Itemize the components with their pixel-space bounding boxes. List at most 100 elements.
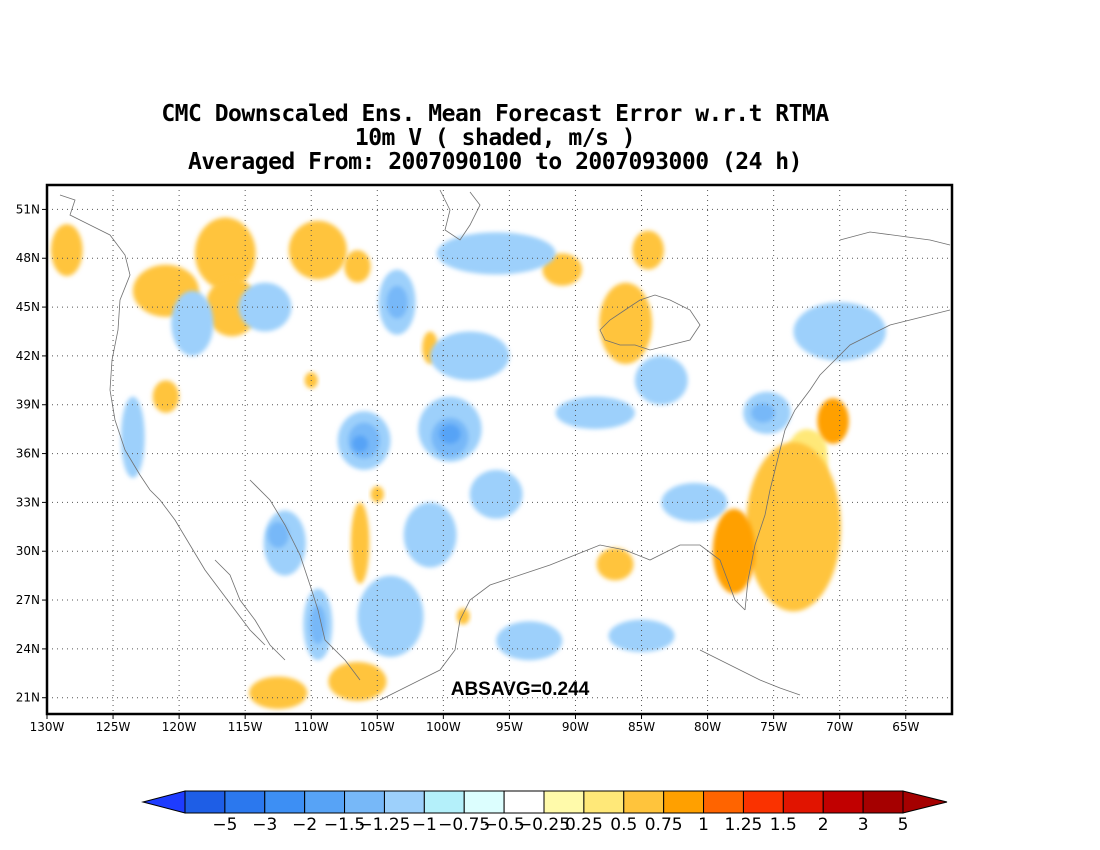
negative-error-region <box>238 282 292 332</box>
negative-error-region <box>386 285 408 319</box>
colorbar-labels: −5 −3 −2 −1.5−1.25 −1 −0.75−0.5−0.250.25 0.5 0.… <box>212 815 908 835</box>
lat-label: 45N <box>16 300 40 314</box>
lat-label: 36N <box>16 447 40 461</box>
east-coast-path <box>744 309 951 611</box>
colorbar-low-extend <box>141 790 186 814</box>
negative-error-region <box>171 290 214 356</box>
negative-error-region <box>430 331 510 381</box>
colorbar-swatch <box>264 790 306 814</box>
baja-coast-path <box>214 559 286 661</box>
positive-error-region <box>456 608 470 625</box>
lon-label: 65W <box>892 720 919 734</box>
longitude-labels: 130W 125W 120W 115W 110W 105W 100W 95W 90W 85W 80W… <box>30 714 919 734</box>
lat-label: 42N <box>16 349 40 363</box>
colorbar-label: −1.25 <box>358 815 410 835</box>
positive-error-region <box>632 230 664 270</box>
colorbar-swatch <box>742 790 784 814</box>
colorbar-label: 1 <box>698 815 709 835</box>
gulf-california-path <box>249 479 361 681</box>
colorbar-swatch <box>344 790 385 814</box>
positive-error-region <box>370 486 384 503</box>
colorbar-swatch <box>663 790 705 814</box>
lat-label: 30N <box>16 544 40 558</box>
colorbar-high-extend <box>902 790 948 814</box>
colorbar-label: −0.75 <box>438 815 490 835</box>
colorbar-label: −1 <box>412 815 437 835</box>
colorbar-label: 0.75 <box>645 815 683 835</box>
negative-error-region <box>439 424 461 444</box>
lon-label: 85W <box>628 720 655 734</box>
lon-label: 130W <box>30 720 65 734</box>
colorbar-label: 2 <box>818 815 829 835</box>
absavg-label: ABSAVG=0.244 <box>451 679 590 700</box>
colorbar-label: 1.5 <box>770 815 797 835</box>
colorbar-swatch <box>703 790 744 814</box>
lon-label: 90W <box>562 720 589 734</box>
title-line-1: CMC Downscaled Ens. Mean Forecast Error … <box>161 101 829 127</box>
colorbar-label: 0.5 <box>610 815 637 835</box>
negative-error-region <box>634 355 688 405</box>
lat-label: 27N <box>16 593 40 607</box>
colorbar-label: 5 <box>898 815 909 835</box>
colorbar <box>141 790 948 814</box>
lon-label: 105W <box>360 720 395 734</box>
lon-label: 80W <box>694 720 721 734</box>
positive-error-region <box>344 250 371 283</box>
negative-error-region <box>352 435 369 452</box>
negative-error-region <box>661 482 728 522</box>
colorbar-swatch <box>184 790 226 814</box>
coastline <box>59 189 951 701</box>
title-line-2: 10m V ( shaded, m/s ) <box>354 125 636 151</box>
positive-error-region <box>194 217 256 290</box>
west-coast-path <box>59 194 266 646</box>
colorbar-swatch <box>583 790 625 814</box>
st-lawrence-path <box>839 231 951 246</box>
colorbar-swatch <box>503 790 545 814</box>
positive-error-region <box>542 253 583 286</box>
positive-error-region <box>599 282 653 365</box>
colorbar-swatch <box>224 790 266 814</box>
colorbar-swatch <box>304 790 346 814</box>
plot-frame <box>45 183 954 716</box>
title-line-3: Averaged From: 2007090100 to 2007093000 … <box>188 149 802 175</box>
colorbar-label: −3 <box>252 815 277 835</box>
positive-error-region <box>288 220 347 280</box>
colorbar-label: 1.25 <box>725 815 763 835</box>
lat-label: 39N <box>16 398 40 412</box>
lon-label: 95W <box>496 720 523 734</box>
negative-error-region <box>267 521 289 548</box>
negative-error-region <box>403 502 457 568</box>
negative-error-region <box>555 396 635 430</box>
colorbar-label: −1.5 <box>324 815 365 835</box>
lat-label: 33N <box>16 495 40 509</box>
colorbar-swatch <box>383 790 425 814</box>
lon-label: 70W <box>826 720 853 734</box>
positive-error-region <box>596 547 634 581</box>
lat-label: 21N <box>16 691 40 705</box>
colorbar-swatch <box>423 790 465 814</box>
negative-error-region <box>120 396 145 478</box>
negative-error-region <box>793 302 886 361</box>
positive-error-region <box>50 224 83 277</box>
colorbar-swatch <box>463 790 505 814</box>
great-lakes-path <box>599 294 701 351</box>
graticule <box>47 185 952 714</box>
lat-label: 24N <box>16 642 40 656</box>
negative-error-region <box>436 232 556 275</box>
negative-error-region <box>496 621 563 661</box>
colorbar-label: −2 <box>292 815 317 835</box>
colorbar-label: −5 <box>212 815 237 835</box>
colorbar-swatch <box>782 790 824 814</box>
colorbar-label: 0.25 <box>565 815 603 835</box>
gulf-coast-path <box>379 544 746 701</box>
colorbar-swatch <box>822 790 864 814</box>
colorbar-label: −0.5 <box>483 815 524 835</box>
negative-error-region <box>357 575 424 658</box>
positive-error-region <box>350 502 370 584</box>
positive-error-region <box>817 398 849 444</box>
colorbar-swatch <box>543 790 585 814</box>
positive-error-region <box>712 508 756 594</box>
lon-label: 110W <box>294 720 329 734</box>
positive-error-region <box>249 676 308 710</box>
